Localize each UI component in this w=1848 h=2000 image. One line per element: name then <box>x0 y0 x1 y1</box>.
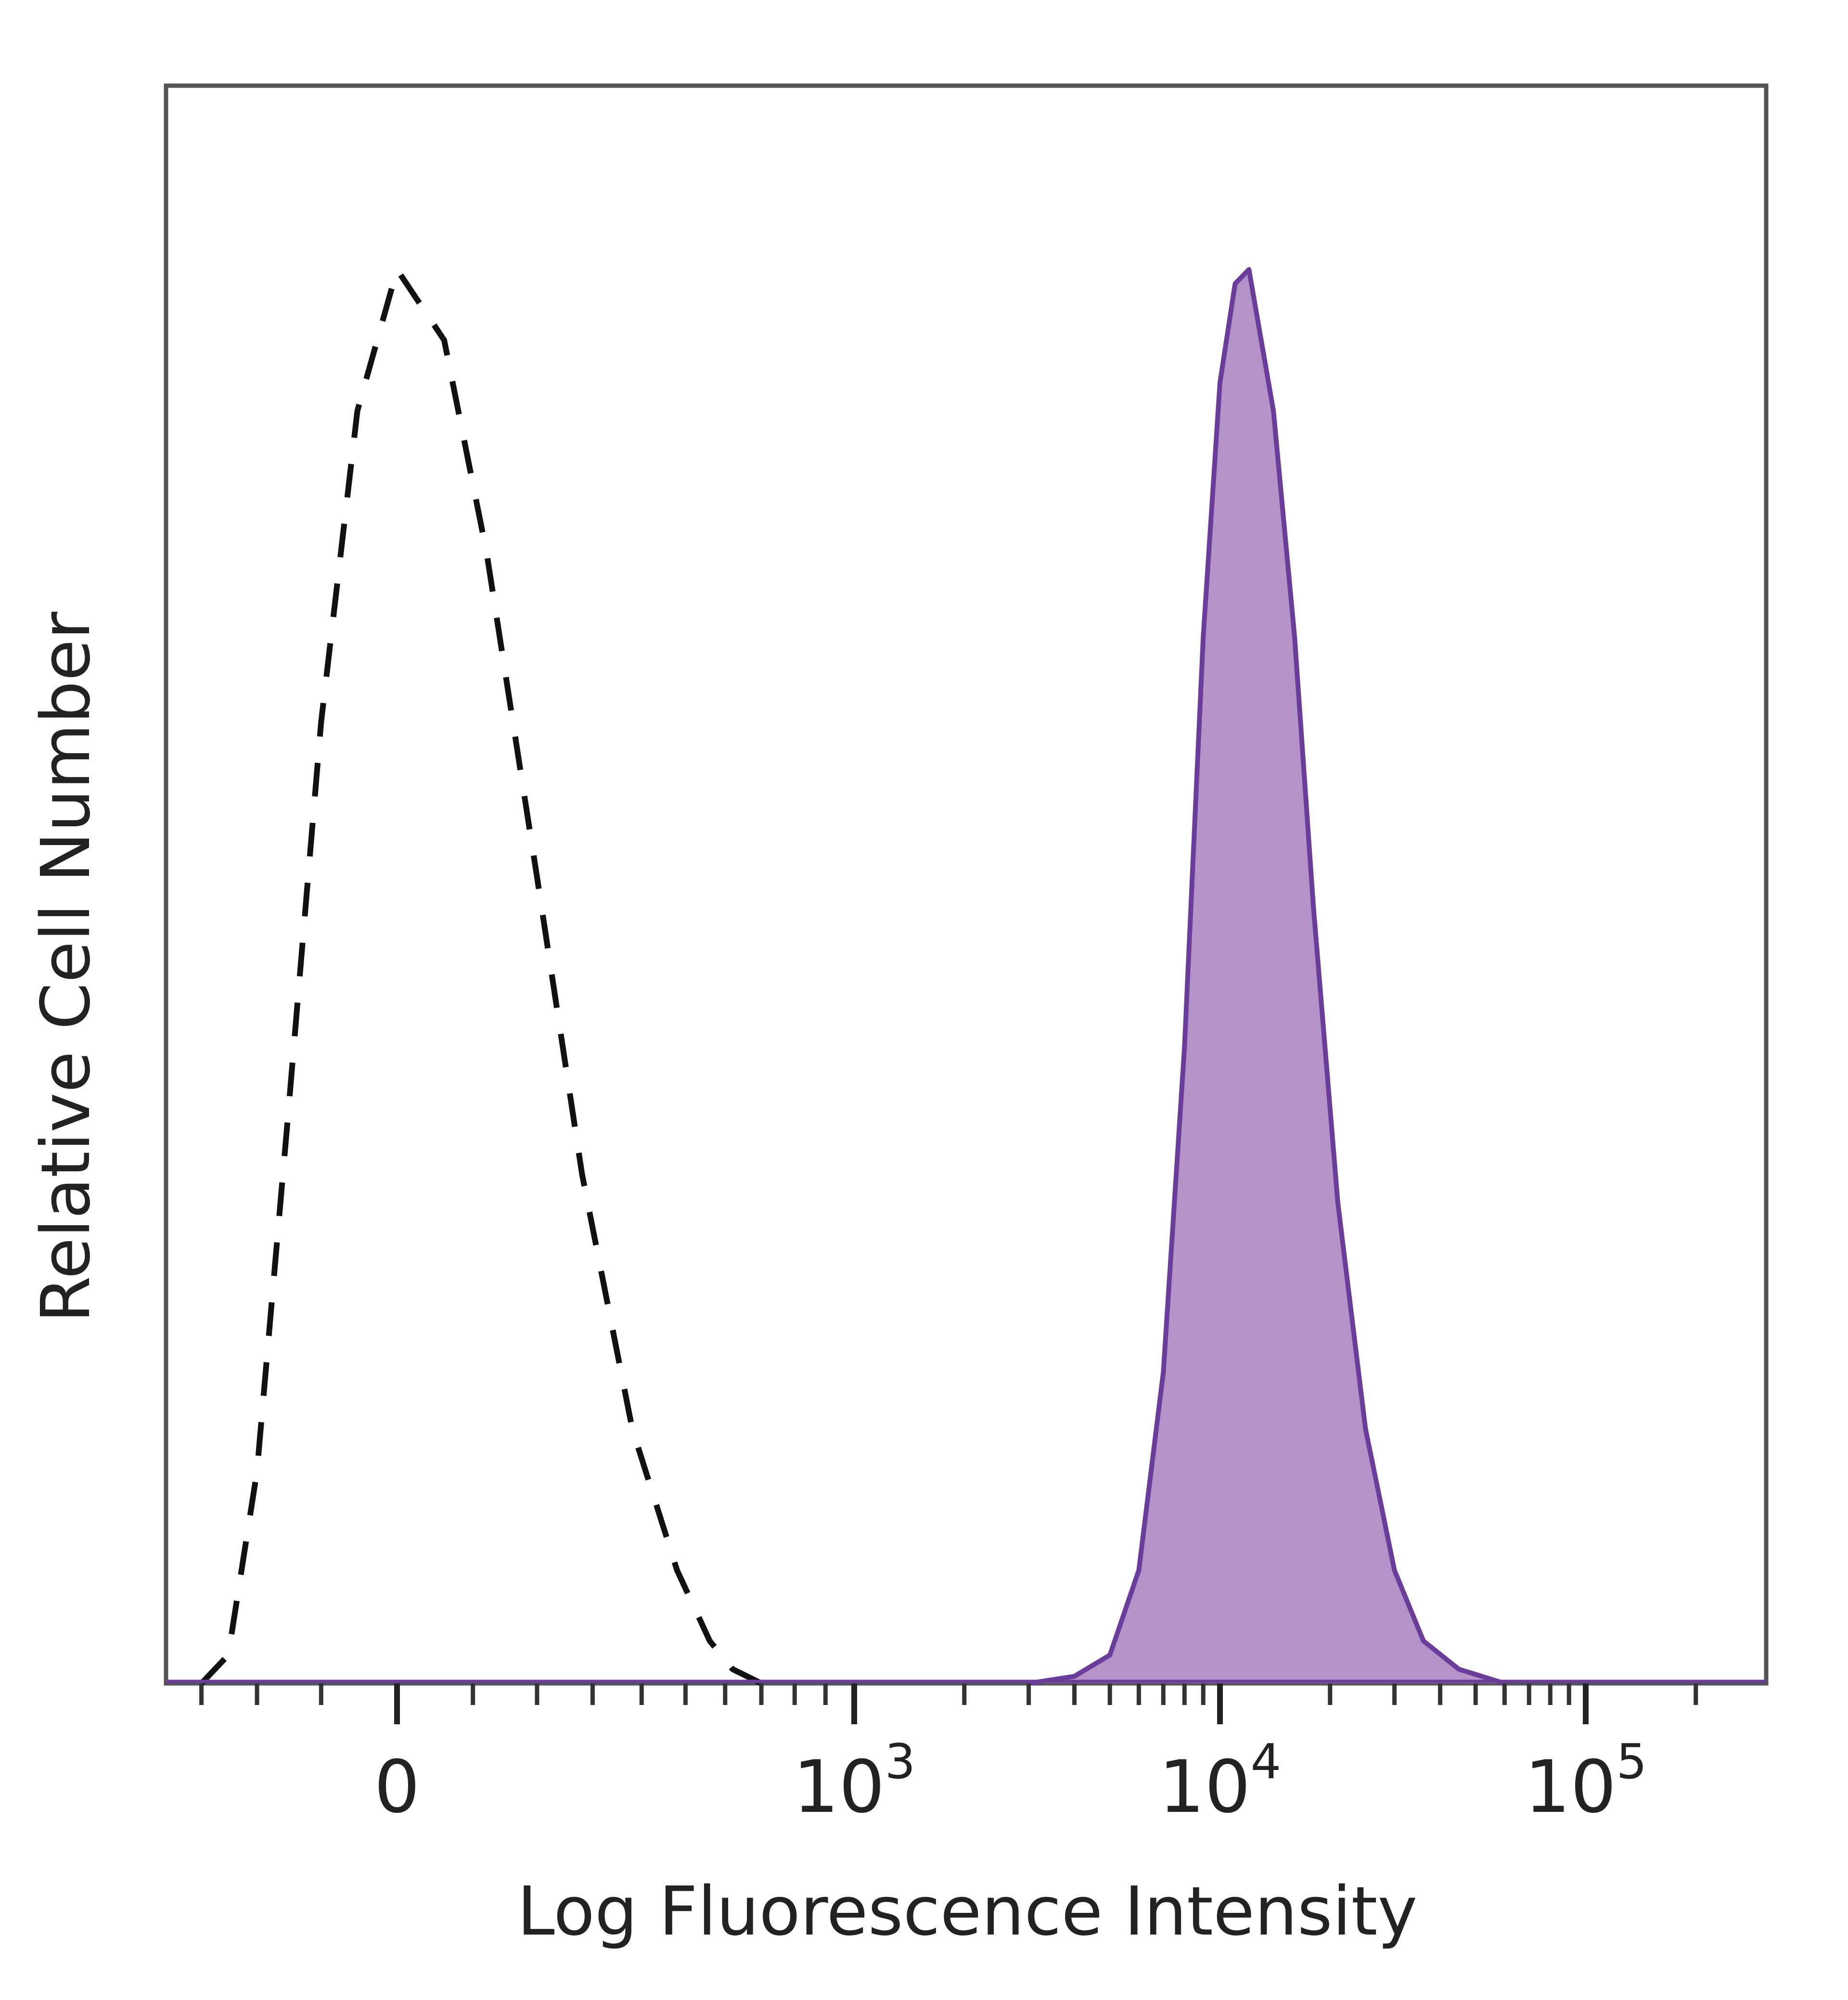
x-tick-label: 104 <box>1159 1733 1282 1829</box>
series-layer <box>166 267 1766 1686</box>
stained-histogram-fill <box>1028 269 1505 1683</box>
x-tick-label: 103 <box>793 1733 916 1829</box>
x-tick-label: 0 <box>374 1745 420 1829</box>
y-axis-title: Relative Cell Number <box>27 612 105 1323</box>
x-tick-label: 105 <box>1525 1733 1647 1829</box>
major-ticks <box>394 1683 1589 1724</box>
control-histogram-line <box>199 267 763 1686</box>
plot-frame <box>164 83 1769 1686</box>
x-tick-labels: 0 103 104 105 <box>374 1733 1647 1829</box>
x-tick-exponent: 5 <box>1617 1733 1647 1790</box>
x-tick-exponent: 3 <box>885 1733 916 1790</box>
x-axis-title: Log Fluorescence Intensity <box>517 1872 1418 1951</box>
x-tick-exponent: 4 <box>1251 1733 1282 1790</box>
minor-ticks <box>199 1683 1698 1705</box>
stained-histogram-line <box>1028 267 1505 1686</box>
